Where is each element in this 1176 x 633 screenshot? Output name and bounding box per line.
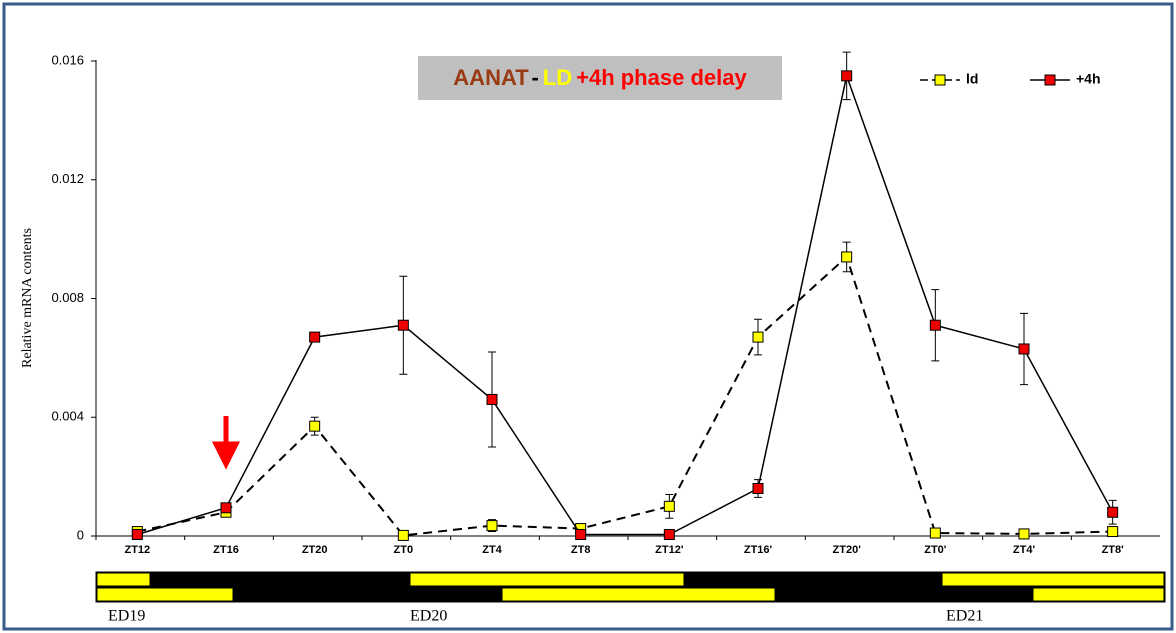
point (663, 500, 675, 512)
point (486, 393, 498, 405)
y-tick-label: 0.012 (51, 171, 84, 186)
point (929, 527, 941, 539)
point (841, 70, 853, 82)
point (131, 529, 143, 541)
x-tick-label: ZT4 (482, 544, 502, 556)
x-tick-label: ZT0 (394, 544, 414, 556)
y-axis-label: Relative mRNA contents (20, 228, 35, 368)
y-tick-label: 0.004 (51, 409, 84, 424)
x-tick-label: ZT4' (1013, 544, 1036, 556)
legend-label: +4h (1076, 71, 1101, 87)
point (752, 483, 764, 494)
x-tick-label: ZT16 (213, 544, 239, 556)
title-part: AANAT (453, 65, 529, 90)
series-line (137, 73, 1114, 536)
point (1107, 506, 1119, 518)
point (1107, 526, 1119, 538)
x-tick-label: ZT12 (124, 544, 150, 556)
series-line (137, 255, 1113, 537)
x-tick-label: ZT16' (744, 544, 773, 556)
point (841, 251, 853, 263)
x-tick-label: ZT0' (924, 544, 947, 556)
point (752, 331, 764, 343)
legend-marker (1044, 74, 1056, 86)
point (397, 319, 409, 331)
title-box (418, 56, 782, 100)
arrow-annotation (211, 416, 241, 470)
point (663, 529, 675, 541)
legend-marker (934, 74, 946, 86)
point (309, 331, 321, 343)
title-part: - (531, 65, 538, 90)
title-part: LD (543, 65, 572, 90)
point (397, 529, 409, 541)
x-tick-label: ZT20 (302, 544, 328, 556)
point (575, 529, 587, 541)
chart-title: AANAT - LD +4h phase delay (453, 65, 747, 90)
point (1018, 343, 1030, 355)
day-label: ED19 (108, 608, 145, 625)
point (486, 520, 498, 532)
y-tick-label: 0 (77, 527, 84, 542)
point (1018, 528, 1030, 540)
x-tick-label: ZT12' (655, 544, 684, 556)
day-label: ED21 (946, 608, 983, 625)
title-part: +4h phase delay (576, 65, 747, 90)
point (309, 420, 321, 432)
point (220, 502, 232, 514)
light-schedule (95, 571, 1166, 603)
y-tick-label: 0.016 (51, 52, 84, 67)
legend-label: ld (966, 71, 978, 87)
y-tick-label: 0.008 (51, 290, 84, 305)
day-label: ED20 (410, 608, 447, 625)
point (929, 319, 941, 331)
x-tick-label: ZT8' (1102, 544, 1125, 556)
x-tick-label: ZT8 (571, 544, 591, 556)
x-tick-label: ZT20' (833, 544, 862, 556)
